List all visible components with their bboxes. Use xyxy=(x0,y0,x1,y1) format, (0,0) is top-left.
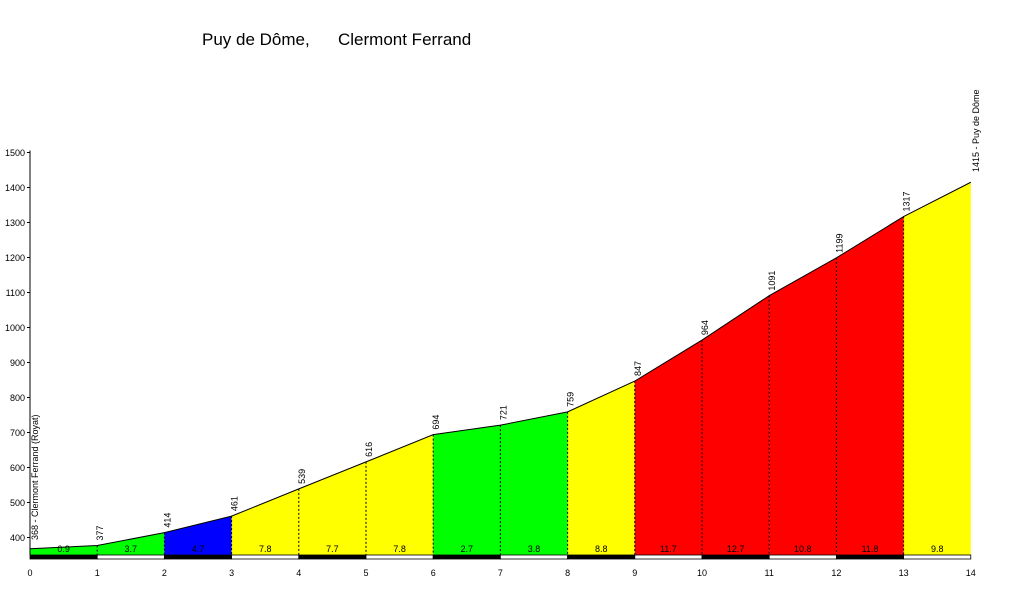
elevation-label: 616 xyxy=(364,442,374,457)
x-tick-label: 3 xyxy=(229,568,234,578)
chart-title-climb: Puy de Dôme, xyxy=(202,30,310,49)
x-tick-label: 0 xyxy=(27,568,32,578)
x-axis: 0 1 2 3 4 5 6 7 8 9 10 11 12 13 14 xyxy=(27,568,975,578)
chart-title-start-town: Clermont Ferrand xyxy=(338,30,472,49)
y-tick-label: 1300 xyxy=(5,218,25,228)
gradient-label: 11.8 xyxy=(862,544,879,554)
kilometer-bar-block xyxy=(298,554,367,560)
kilometer-bar-block xyxy=(163,554,232,560)
kilometer-bar-block xyxy=(836,554,905,560)
x-tick-label: 14 xyxy=(966,568,976,578)
kilometer-bar-block xyxy=(903,554,972,560)
y-tick-label: 1200 xyxy=(5,253,25,263)
start-elevation-label: 368 - Clermont Ferrand (Royat) xyxy=(30,414,40,540)
y-tick-label: 800 xyxy=(10,393,25,403)
gradient-segment xyxy=(500,411,568,555)
gradient-label: 8.8 xyxy=(595,544,608,554)
x-tick-label: 6 xyxy=(431,568,436,578)
elevation-label: 964 xyxy=(700,320,710,335)
x-tick-label: 4 xyxy=(296,568,301,578)
gradient-label: 11.7 xyxy=(660,544,677,554)
gradient-segment xyxy=(836,216,904,556)
kilometer-bar-block xyxy=(701,554,770,560)
gradient-label: 10.8 xyxy=(794,544,812,554)
gradient-segment xyxy=(30,545,98,555)
y-tick-label: 400 xyxy=(10,533,25,543)
y-tick-label: 500 xyxy=(10,498,25,508)
kilometer-bar-block xyxy=(432,554,501,560)
kilometer-bar-block xyxy=(567,554,636,560)
elevation-label: 414 xyxy=(162,513,172,528)
elevation-label: 1317 xyxy=(902,192,912,212)
gradient-label: 3.7 xyxy=(125,544,138,554)
x-tick-label: 13 xyxy=(899,568,909,578)
gradient-segments xyxy=(30,182,971,556)
segment-dividers xyxy=(96,216,905,555)
gradient-label: 7.8 xyxy=(259,544,272,554)
gradient-label: 12.7 xyxy=(727,544,745,554)
x-tick-label: 9 xyxy=(632,568,637,578)
x-tick-label: 11 xyxy=(765,568,774,578)
gradient-label: 4.7 xyxy=(192,544,205,554)
gradient-segment xyxy=(164,516,232,555)
x-tick-label: 7 xyxy=(498,568,503,578)
y-tick-label: 900 xyxy=(10,358,25,368)
kilometer-bar-block xyxy=(634,554,703,560)
kilometer-bar-block xyxy=(96,554,165,560)
gradient-segment xyxy=(433,425,501,555)
kilometer-bar-block xyxy=(231,554,300,560)
y-tick-label: 1400 xyxy=(5,183,25,193)
x-tick-label: 5 xyxy=(363,568,368,578)
kilometer-bar-block xyxy=(29,554,98,560)
x-tick-label: 8 xyxy=(565,568,570,578)
x-tick-label: 12 xyxy=(831,568,841,578)
x-tick-label: 2 xyxy=(162,568,167,578)
elevation-label: 1199 xyxy=(834,233,844,252)
kilometer-bar-block xyxy=(499,554,568,560)
x-tick-label: 10 xyxy=(697,568,707,578)
y-tick-label: 700 xyxy=(10,428,25,438)
elevation-label: 721 xyxy=(498,405,508,420)
gradient-label: 9.8 xyxy=(931,544,944,554)
elevation-label: 461 xyxy=(230,496,240,511)
elevation-label: 847 xyxy=(633,361,643,376)
gradient-label: 7.7 xyxy=(326,544,339,554)
elevation-label: 377 xyxy=(95,526,105,541)
gradient-label: 2.7 xyxy=(461,544,474,554)
gradient-segment xyxy=(366,434,434,555)
y-axis: 400 500 600 700 800 900 1000 1100 1200 1300 1400 15… xyxy=(5,148,31,555)
gradient-segment xyxy=(903,182,971,555)
gradient-segment xyxy=(231,488,299,555)
gradient-segment xyxy=(634,340,702,555)
gradient-segment xyxy=(702,295,770,555)
elevation-labels: 377 414 461 539 616 694 721 759 847 964 1091 1199 13… xyxy=(30,89,981,540)
gradient-label: 0.9 xyxy=(57,544,70,554)
elevation-label: 694 xyxy=(431,415,441,430)
elevation-label: 759 xyxy=(566,392,576,407)
elevation-label: 539 xyxy=(297,469,307,484)
gradient-labels: 0.9 3.7 4.7 7.8 7.7 7.8 2.7 3.8 8.8 11.7 12.7 10.8 1… xyxy=(57,544,943,554)
y-tick-label: 600 xyxy=(10,463,25,473)
kilometer-bar-block xyxy=(365,554,434,560)
elevation-label: 1091 xyxy=(767,271,777,291)
y-tick-label: 1000 xyxy=(5,323,25,333)
kilometer-bar-block xyxy=(768,554,837,560)
y-tick-label: 1100 xyxy=(6,288,25,298)
chart-title: Puy de Dôme, Clermont Ferrand xyxy=(0,30,1014,54)
summit-elevation-label: 1415 - Puy de Dôme xyxy=(971,89,981,172)
elevation-profile-line xyxy=(29,181,972,550)
y-tick-label: 1500 xyxy=(5,148,25,158)
gradient-segment xyxy=(769,257,837,555)
gradient-segment xyxy=(298,461,366,555)
x-tick-label: 1 xyxy=(95,568,100,578)
kilometer-bar xyxy=(29,554,972,560)
gradient-label: 7.8 xyxy=(393,544,406,554)
gradient-segment xyxy=(567,381,635,555)
gradient-segment xyxy=(97,532,165,555)
gradient-label: 3.8 xyxy=(528,544,541,554)
